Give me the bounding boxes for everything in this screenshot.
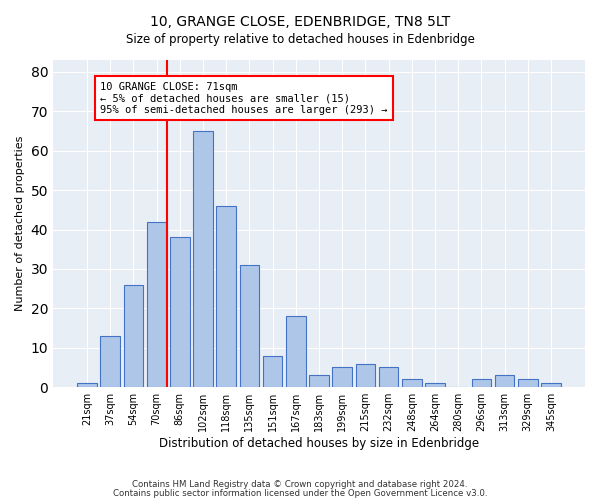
Bar	[518, 380, 538, 387]
Bar	[239, 265, 259, 387]
Bar	[170, 238, 190, 387]
Bar	[425, 384, 445, 387]
Bar	[472, 380, 491, 387]
Text: Contains public sector information licensed under the Open Government Licence v3: Contains public sector information licen…	[113, 489, 487, 498]
Bar	[147, 222, 167, 387]
Bar	[379, 368, 398, 387]
Bar	[77, 384, 97, 387]
X-axis label: Distribution of detached houses by size in Edenbridge: Distribution of detached houses by size …	[159, 437, 479, 450]
Bar	[124, 284, 143, 387]
Bar	[263, 356, 283, 387]
Bar	[402, 380, 422, 387]
Bar	[286, 316, 305, 387]
Bar	[217, 206, 236, 387]
Bar	[332, 368, 352, 387]
Text: 10 GRANGE CLOSE: 71sqm
← 5% of detached houses are smaller (15)
95% of semi-deta: 10 GRANGE CLOSE: 71sqm ← 5% of detached …	[100, 82, 388, 115]
Bar	[309, 376, 329, 387]
Bar	[100, 336, 120, 387]
Text: Size of property relative to detached houses in Edenbridge: Size of property relative to detached ho…	[125, 32, 475, 46]
Bar	[541, 384, 561, 387]
Y-axis label: Number of detached properties: Number of detached properties	[15, 136, 25, 312]
Text: 10, GRANGE CLOSE, EDENBRIDGE, TN8 5LT: 10, GRANGE CLOSE, EDENBRIDGE, TN8 5LT	[150, 15, 450, 29]
Bar	[356, 364, 375, 387]
Bar	[495, 376, 514, 387]
Text: Contains HM Land Registry data © Crown copyright and database right 2024.: Contains HM Land Registry data © Crown c…	[132, 480, 468, 489]
Bar	[193, 131, 213, 387]
